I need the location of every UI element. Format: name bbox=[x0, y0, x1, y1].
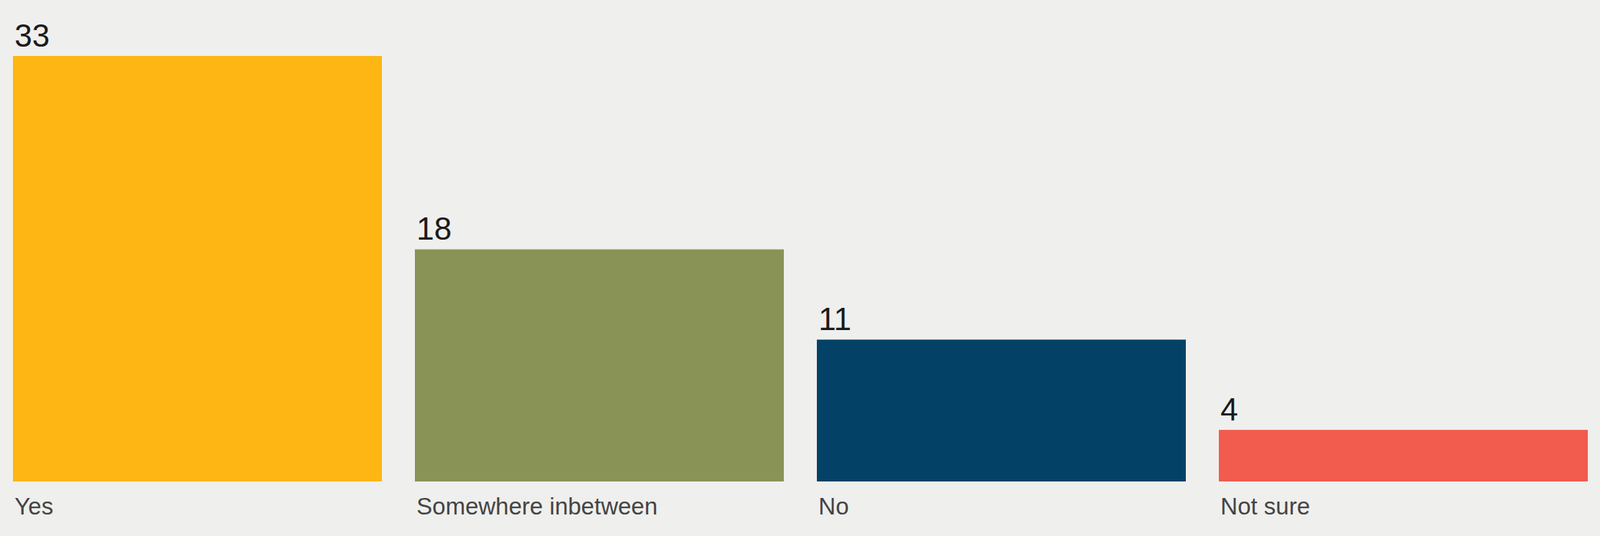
svg-text:11: 11 bbox=[818, 301, 852, 337]
svg-text:18: 18 bbox=[416, 211, 452, 247]
svg-text:No: No bbox=[818, 493, 849, 520]
svg-text:4: 4 bbox=[1220, 391, 1238, 428]
svg-text:Not sure: Not sure bbox=[1220, 493, 1311, 520]
svg-text:Yes: Yes bbox=[14, 493, 54, 520]
svg-text:Somewhere inbetween: Somewhere inbetween bbox=[416, 493, 658, 520]
svg-text:33: 33 bbox=[14, 17, 50, 54]
